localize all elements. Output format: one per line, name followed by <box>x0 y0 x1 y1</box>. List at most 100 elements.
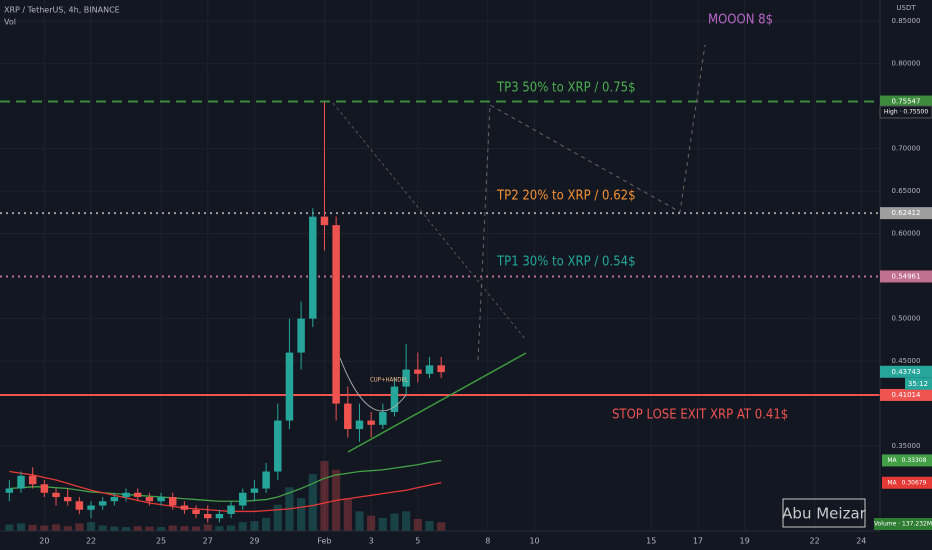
ma-name: MA <box>887 479 897 486</box>
level-tag <box>880 207 932 220</box>
volume-bar <box>180 526 189 531</box>
x-tick-label: Feb <box>317 537 331 546</box>
volume-bar <box>121 527 131 531</box>
candle-body <box>180 505 189 510</box>
level-tag <box>880 388 932 401</box>
watermark-box <box>782 498 866 528</box>
high-label: High · 0.75500 <box>884 108 929 115</box>
countdown: 35:12 <box>908 380 928 388</box>
x-tick-label: 19 <box>740 537 750 546</box>
volume-bar <box>262 517 271 531</box>
x-tick-label: 27 <box>203 537 213 546</box>
candle-body <box>250 488 259 493</box>
volume-bar <box>133 526 142 531</box>
candle-body <box>110 497 119 502</box>
candle-body <box>75 501 84 510</box>
candle-body <box>204 514 212 519</box>
volume-bar <box>5 524 14 531</box>
candle-body <box>98 501 107 506</box>
volume-bar <box>390 513 399 531</box>
level-label: 0.43743 <box>892 368 921 376</box>
candle-body <box>425 365 434 374</box>
volume-bar <box>308 474 317 531</box>
y-tick-label: 0.65000 <box>892 187 921 195</box>
y-tick-label: 0.45000 <box>892 357 921 365</box>
candle-body <box>285 352 294 421</box>
volume-bar <box>203 524 212 531</box>
volume-bar <box>273 504 282 531</box>
level-label: 0.54961 <box>892 272 921 280</box>
volume-bar <box>238 522 247 531</box>
volume-bar <box>75 523 84 531</box>
candle-body <box>122 492 130 498</box>
x-tick-label: 3 <box>369 537 374 546</box>
volume-bar <box>191 526 201 531</box>
x-tick-label: 24 <box>856 537 866 546</box>
y-tick-label: 0.70000 <box>892 145 921 153</box>
annotation: MOOON 8$ <box>708 13 773 28</box>
y-tick-label: 0.80000 <box>892 60 921 68</box>
volume-bar <box>63 526 72 531</box>
volume-label: Volume · 137.232M <box>874 521 932 528</box>
x-tick-label: 22 <box>810 537 820 546</box>
volume-bar <box>355 511 364 531</box>
grid <box>0 0 880 531</box>
candle-body <box>379 412 387 425</box>
trendline <box>347 352 527 453</box>
x-tick-label: 15 <box>646 537 656 546</box>
candle-body <box>297 318 305 353</box>
candle-body <box>227 505 235 515</box>
ma-tag <box>882 476 932 489</box>
x-tick-label: 22 <box>86 537 96 546</box>
volume-bar <box>378 517 387 531</box>
x-tick-label: 8 <box>485 537 490 546</box>
high-tag <box>879 105 932 119</box>
y-tick-label: 0.35000 <box>892 442 921 450</box>
candle-body <box>52 492 60 498</box>
x-tick-label: 10 <box>529 537 539 546</box>
x-tick-label: 17 <box>693 537 703 546</box>
x-tick-label: 5 <box>415 537 420 546</box>
projection <box>332 102 527 341</box>
x-tick-label: 25 <box>156 537 166 546</box>
moving-average <box>9 470 442 513</box>
subtitle: Vol <box>4 18 16 27</box>
candle-body <box>320 216 329 226</box>
plot <box>0 100 880 523</box>
candle-body <box>87 505 95 510</box>
candle-body <box>17 475 25 489</box>
candle-body <box>402 369 410 387</box>
candle-body <box>355 420 364 430</box>
volume-bar <box>168 525 177 531</box>
volume-bar <box>437 522 446 531</box>
volume-bar <box>86 522 96 531</box>
volume-bar <box>156 527 166 531</box>
annotation: TP2 20% to XRP / 0.62$ <box>496 189 636 204</box>
y-tick-label: 0.50000 <box>892 315 921 323</box>
ma-value: 0.30679 <box>902 479 927 486</box>
candle-body <box>157 497 165 502</box>
annotation: CUP+HANDEL <box>370 377 408 384</box>
y-tick-label: 0.85000 <box>892 17 921 25</box>
drawings <box>332 44 706 453</box>
volume-bar <box>297 498 306 531</box>
y-tick-label: 0.60000 <box>892 230 921 238</box>
volume-bar <box>425 521 434 531</box>
candle-body <box>309 216 317 319</box>
level-tag <box>880 270 932 283</box>
currency: USDT <box>896 4 916 12</box>
chart-title: XRP / TetherUS, 4h, BINANCE <box>4 6 120 15</box>
candle-body <box>168 497 177 506</box>
annotation: TP3 50% to XRP / 0.75$ <box>496 81 636 96</box>
candle-body <box>344 403 352 430</box>
volume-bar <box>16 523 26 531</box>
candle-body <box>133 492 142 498</box>
volume-bar <box>110 526 119 531</box>
volume-bar <box>98 525 107 531</box>
x-tick-label: 29 <box>249 537 259 546</box>
candle-body <box>215 514 224 519</box>
volume-bar <box>402 511 411 531</box>
candle-body <box>390 386 399 413</box>
moving-average <box>9 459 442 502</box>
